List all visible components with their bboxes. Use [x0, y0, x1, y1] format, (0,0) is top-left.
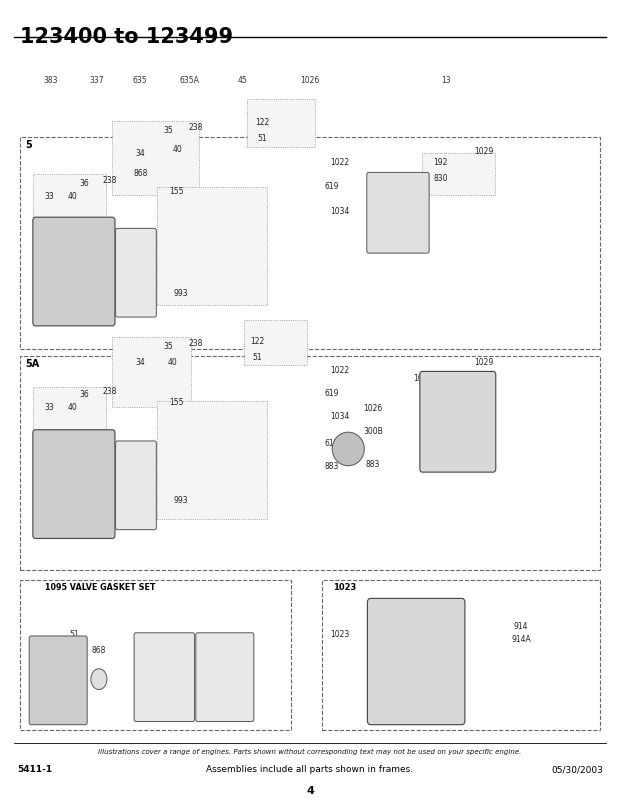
Text: 619: 619 [324, 388, 339, 398]
Text: 40: 40 [68, 403, 78, 412]
FancyBboxPatch shape [20, 137, 600, 349]
FancyBboxPatch shape [368, 598, 465, 725]
Text: 830: 830 [433, 174, 448, 184]
Text: 05/30/2003: 05/30/2003 [551, 765, 603, 775]
FancyBboxPatch shape [115, 441, 156, 529]
Text: 1022: 1022 [413, 374, 432, 383]
Text: 883: 883 [324, 462, 339, 471]
Text: 830: 830 [446, 387, 461, 396]
Text: 40: 40 [168, 358, 178, 367]
Ellipse shape [91, 669, 107, 690]
FancyBboxPatch shape [33, 174, 106, 224]
Text: 1026: 1026 [363, 404, 383, 414]
Text: 33: 33 [45, 403, 55, 412]
Text: 619: 619 [324, 182, 339, 192]
Text: 1029: 1029 [474, 147, 494, 156]
FancyBboxPatch shape [244, 320, 307, 365]
Text: 1022: 1022 [373, 654, 392, 662]
Text: 1023: 1023 [334, 583, 356, 592]
Text: 4: 4 [306, 786, 314, 796]
Text: 914: 914 [514, 622, 528, 631]
Text: 1034: 1034 [330, 412, 349, 422]
Ellipse shape [332, 432, 365, 466]
Text: 155: 155 [169, 398, 184, 407]
Text: 1022: 1022 [330, 158, 349, 168]
Text: 155: 155 [169, 187, 184, 196]
Text: 914A: 914A [512, 634, 531, 644]
FancyBboxPatch shape [247, 99, 315, 147]
Text: 45: 45 [237, 76, 247, 85]
FancyBboxPatch shape [367, 172, 429, 253]
Text: 5A: 5A [25, 359, 39, 370]
Text: 836: 836 [440, 446, 454, 455]
Text: 635: 635 [133, 76, 148, 85]
Text: 122: 122 [255, 119, 269, 128]
FancyBboxPatch shape [115, 229, 156, 317]
FancyBboxPatch shape [322, 580, 600, 731]
FancyBboxPatch shape [20, 356, 600, 570]
Text: 7A: 7A [30, 654, 40, 662]
Text: 1023: 1023 [330, 630, 349, 639]
Text: 1095 VALVE GASKET SET: 1095 VALVE GASKET SET [45, 583, 156, 592]
FancyBboxPatch shape [157, 187, 267, 305]
Text: 35: 35 [163, 342, 173, 351]
Text: 383: 383 [43, 76, 58, 85]
FancyBboxPatch shape [112, 121, 199, 195]
FancyBboxPatch shape [134, 633, 195, 722]
Text: 1029: 1029 [474, 358, 494, 367]
Text: 238: 238 [188, 339, 203, 348]
Text: 5: 5 [25, 140, 32, 151]
FancyBboxPatch shape [112, 337, 192, 407]
Text: 635A: 635A [180, 76, 200, 85]
Text: 40: 40 [68, 192, 78, 200]
Text: 51: 51 [69, 630, 79, 639]
Text: Assemblies include all parts shown in frames.: Assemblies include all parts shown in fr… [206, 765, 414, 775]
FancyBboxPatch shape [33, 430, 115, 538]
FancyBboxPatch shape [196, 633, 254, 722]
Text: 238: 238 [102, 387, 117, 396]
Text: 868: 868 [133, 168, 148, 178]
Text: Illustrations cover a range of engines. Parts shown without corresponding text m: Illustrations cover a range of engines. … [99, 748, 521, 755]
FancyBboxPatch shape [33, 217, 115, 326]
Text: 5411-1: 5411-1 [17, 765, 52, 775]
Text: 35: 35 [163, 127, 173, 136]
Text: 613: 613 [324, 439, 339, 448]
Text: 40: 40 [172, 144, 182, 154]
FancyBboxPatch shape [157, 401, 267, 519]
Text: 993: 993 [159, 646, 174, 655]
Text: 7: 7 [100, 273, 104, 282]
Text: 34: 34 [135, 358, 145, 367]
FancyBboxPatch shape [29, 636, 87, 725]
Text: 1026: 1026 [300, 76, 320, 85]
FancyBboxPatch shape [20, 580, 291, 731]
FancyBboxPatch shape [422, 153, 495, 195]
Text: 300B: 300B [363, 427, 383, 435]
Text: 7: 7 [100, 480, 104, 489]
Text: 192: 192 [433, 158, 448, 168]
Text: 993: 993 [173, 289, 188, 298]
Text: 123400 to 123499: 123400 to 123499 [20, 27, 233, 47]
Text: 868: 868 [92, 646, 106, 655]
Text: 238: 238 [102, 176, 117, 185]
Text: 883: 883 [366, 460, 380, 469]
Text: 1022: 1022 [213, 646, 232, 655]
FancyBboxPatch shape [420, 371, 496, 472]
Text: 1022: 1022 [330, 367, 349, 375]
Text: 337: 337 [90, 76, 104, 85]
Text: 1034: 1034 [330, 207, 349, 216]
Text: 51: 51 [253, 354, 262, 363]
Text: 36: 36 [80, 179, 89, 188]
Text: 33: 33 [45, 192, 55, 200]
Text: 122: 122 [250, 338, 265, 346]
Text: 836A: 836A [425, 412, 445, 422]
Text: 832: 832 [440, 428, 454, 437]
Text: 13: 13 [441, 76, 451, 85]
FancyBboxPatch shape [33, 387, 106, 437]
Text: 34: 34 [135, 148, 145, 158]
Text: 238: 238 [188, 124, 203, 132]
Text: 36: 36 [80, 390, 89, 399]
Text: 51: 51 [257, 135, 267, 144]
Text: 993: 993 [173, 496, 188, 505]
